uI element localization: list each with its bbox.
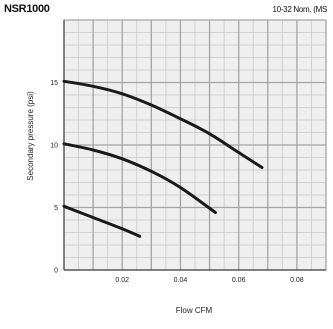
series-curve-2 <box>62 142 217 214</box>
x-tick-label: 0.06 <box>232 277 246 284</box>
y-axis-label: Secondary pressure (psi) <box>26 91 35 181</box>
x-axis-label: Flow CFM <box>176 306 213 315</box>
x-tick-label: 0.08 <box>290 277 304 284</box>
y-tick-label: 15 <box>50 80 58 87</box>
spec-label: 10-32 Nom. (MS <box>272 5 328 14</box>
y-tick-label: 10 <box>50 143 58 150</box>
model-title: NSR1000 <box>4 3 50 15</box>
y-tick-label: 0 <box>54 268 58 275</box>
series-curve-3 <box>62 204 142 238</box>
header-bar: NSR1000 10-32 Nom. (MS <box>0 0 333 20</box>
x-tick-label: 0.02 <box>115 277 129 284</box>
series-curve-1 <box>62 79 264 169</box>
y-tick-label: 5 <box>54 205 58 212</box>
x-tick-label: 0.04 <box>174 277 188 284</box>
